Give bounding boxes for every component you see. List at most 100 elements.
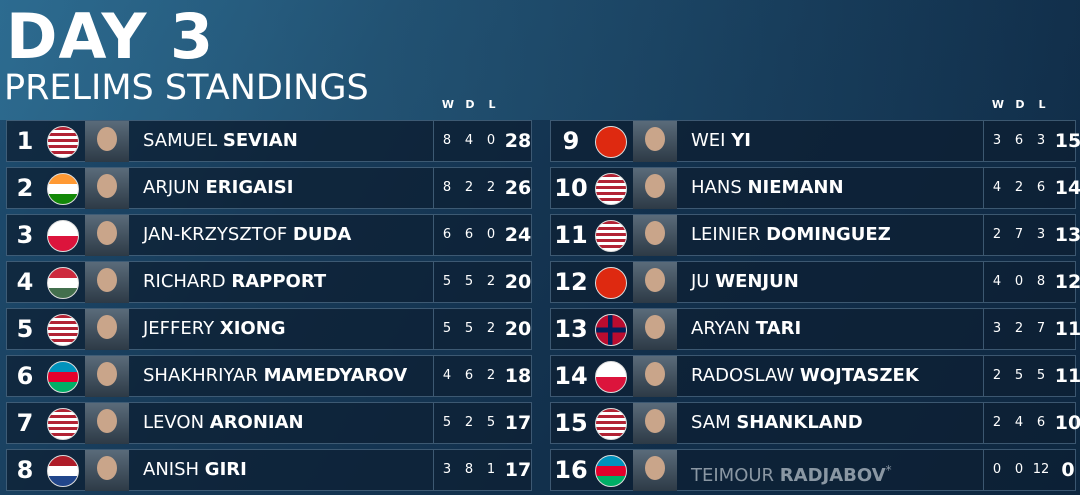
divider bbox=[433, 450, 434, 490]
flag bbox=[47, 220, 79, 252]
first-name: LEINIER bbox=[691, 224, 761, 245]
player-name: ARJUN ERIGAISI bbox=[143, 168, 293, 208]
points: 24 bbox=[504, 224, 532, 246]
divider bbox=[983, 403, 984, 443]
player-photo bbox=[633, 168, 677, 209]
stat-w: 2 bbox=[992, 227, 1002, 242]
title: DAY 3 bbox=[6, 0, 215, 73]
last-name: TARI bbox=[755, 318, 802, 339]
player-photo bbox=[633, 403, 677, 444]
stat-w: 2 bbox=[992, 415, 1002, 430]
stat-d: 5 bbox=[1014, 368, 1024, 383]
player-name: RICHARD RAPPORT bbox=[143, 262, 326, 302]
last-name: XIONG bbox=[219, 318, 286, 339]
standing-row: 14 RADOSLAW WOJTASZEK 2 5 5 11 bbox=[550, 355, 1080, 397]
divider bbox=[433, 215, 434, 255]
points: 12 bbox=[1054, 271, 1080, 293]
stat-w: 4 bbox=[992, 180, 1002, 195]
rank: 4 bbox=[16, 268, 34, 296]
column-header: W bbox=[991, 98, 1005, 111]
last-name: SHANKLAND bbox=[736, 412, 863, 433]
stat-w: 5 bbox=[442, 415, 452, 430]
player-name: SAMUEL SEVIAN bbox=[143, 121, 298, 161]
rank: 12 bbox=[554, 268, 588, 296]
standing-row: 6 SHAKHRIYAR MAMEDYAROV 4 6 2 18 bbox=[6, 355, 532, 397]
last-name: MAMEDYAROV bbox=[263, 365, 408, 386]
last-name: SEVIAN bbox=[222, 130, 298, 151]
divider bbox=[433, 356, 434, 396]
points: 18 bbox=[504, 365, 532, 387]
player-photo bbox=[85, 215, 129, 256]
points: 15 bbox=[1054, 130, 1080, 152]
standing-row: 5 JEFFERY XIONG 5 5 2 20 bbox=[6, 308, 532, 350]
rank: 10 bbox=[554, 174, 588, 202]
divider bbox=[983, 168, 984, 208]
stat-l: 1 bbox=[486, 462, 496, 477]
stat-d: 5 bbox=[464, 321, 474, 336]
stat-d: 4 bbox=[1014, 415, 1024, 430]
flag bbox=[595, 267, 627, 299]
player-name: LEINIER DOMINGUEZ bbox=[691, 215, 891, 255]
flag bbox=[47, 173, 79, 205]
stat-l: 5 bbox=[1036, 368, 1046, 383]
rank: 13 bbox=[554, 315, 588, 343]
player-name: SAM SHANKLAND bbox=[691, 403, 863, 443]
divider bbox=[433, 168, 434, 208]
flag bbox=[47, 408, 79, 440]
stat-l: 7 bbox=[1036, 321, 1046, 336]
column-header: L bbox=[488, 98, 496, 111]
stat-w: 0 bbox=[992, 462, 1002, 477]
stat-w: 4 bbox=[442, 368, 452, 383]
divider bbox=[433, 309, 434, 349]
rank: 6 bbox=[16, 362, 34, 390]
player-photo bbox=[633, 215, 677, 256]
divider bbox=[983, 356, 984, 396]
last-name: RAPPORT bbox=[231, 271, 327, 292]
player-name: LEVON ARONIAN bbox=[143, 403, 304, 443]
stat-w: 4 bbox=[992, 274, 1002, 289]
last-name: ARONIAN bbox=[209, 412, 304, 433]
rank: 14 bbox=[554, 362, 588, 390]
flag bbox=[595, 314, 627, 346]
divider bbox=[433, 262, 434, 302]
first-name: RADOSLAW bbox=[691, 365, 795, 386]
flag bbox=[47, 126, 79, 158]
player-photo bbox=[633, 356, 677, 397]
player-photo bbox=[85, 309, 129, 350]
first-name: JU bbox=[691, 271, 710, 292]
first-name: LEVON bbox=[143, 412, 205, 433]
standing-row: 4 RICHARD RAPPORT 5 5 2 20 bbox=[6, 261, 532, 303]
flag bbox=[47, 361, 79, 393]
flag bbox=[47, 267, 79, 299]
stat-l: 6 bbox=[1036, 415, 1046, 430]
first-name: SAMUEL bbox=[143, 130, 218, 151]
points: 14 bbox=[1054, 177, 1080, 199]
stat-l: 6 bbox=[1036, 180, 1046, 195]
player-name: TEIMOUR RADJABOV* bbox=[691, 450, 892, 495]
stat-w: 6 bbox=[442, 227, 452, 242]
stat-l: 2 bbox=[486, 274, 496, 289]
standing-row: 16 TEIMOUR RADJABOV* 0 0 12 0 bbox=[550, 449, 1076, 491]
player-name: JAN-KRZYSZTOF DUDA bbox=[143, 215, 351, 255]
stat-d: 2 bbox=[464, 415, 474, 430]
standing-row: 8 ANISH GIRI 3 8 1 17 bbox=[6, 449, 532, 491]
subtitle: PRELIMS STANDINGS bbox=[4, 68, 369, 108]
stat-d: 0 bbox=[1014, 274, 1024, 289]
rank: 1 bbox=[16, 127, 34, 155]
stat-d: 2 bbox=[1014, 180, 1024, 195]
points: 11 bbox=[1054, 365, 1080, 387]
flag bbox=[595, 126, 627, 158]
rank: 7 bbox=[16, 409, 34, 437]
player-name: ARYAN TARI bbox=[691, 309, 801, 349]
player-photo bbox=[85, 262, 129, 303]
divider bbox=[433, 403, 434, 443]
player-name: JU WENJUN bbox=[691, 262, 799, 302]
stat-d: 0 bbox=[1014, 462, 1024, 477]
first-name: ARJUN bbox=[143, 177, 200, 198]
player-photo bbox=[85, 121, 129, 162]
stat-l: 0 bbox=[486, 133, 496, 148]
stat-w: 2 bbox=[992, 368, 1002, 383]
divider bbox=[983, 121, 984, 161]
rank: 9 bbox=[562, 127, 580, 155]
